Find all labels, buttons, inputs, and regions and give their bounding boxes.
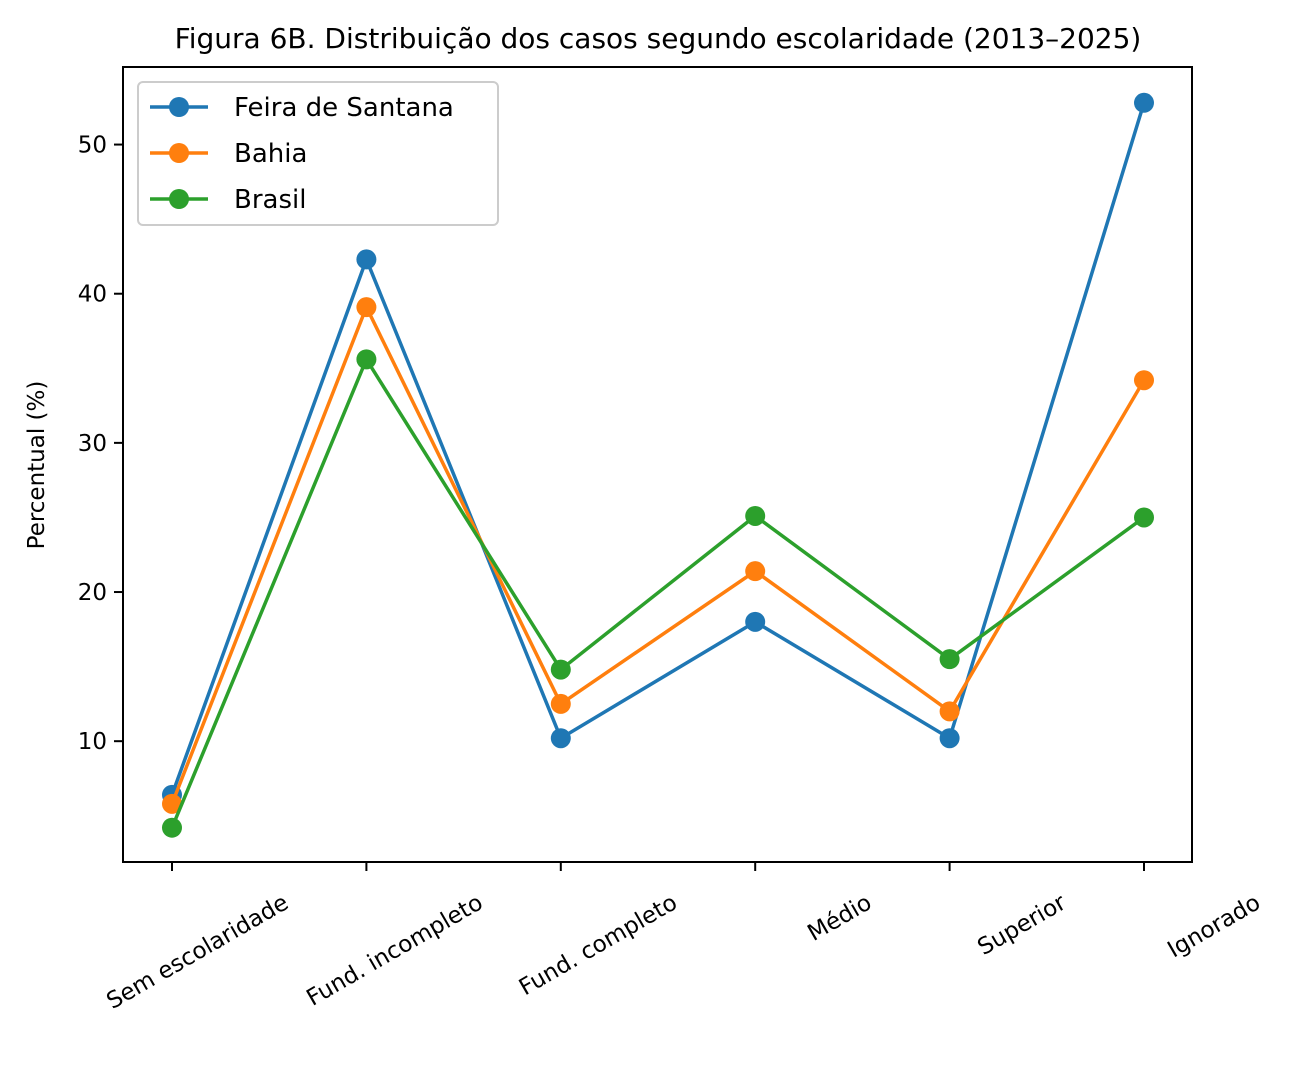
y-tick-label: 30 (78, 431, 107, 457)
data-point (939, 701, 960, 722)
x-tick-label: Sem escolaridade (102, 890, 293, 1015)
data-point (939, 728, 960, 749)
legend-marker (169, 143, 189, 163)
x-tick-label: Ignorado (1163, 890, 1265, 964)
legend-marker (169, 189, 189, 209)
y-tick-label: 40 (78, 282, 107, 308)
legend-label: Bahia (234, 139, 307, 169)
data-point (162, 817, 182, 838)
y-tick-label: 10 (78, 729, 107, 755)
data-point (745, 505, 766, 526)
data-point (550, 659, 571, 680)
data-point (745, 611, 766, 632)
legend-label: Brasil (234, 185, 306, 215)
legend-marker (169, 97, 189, 117)
data-point (356, 249, 377, 270)
legend-label: Feira de Santana (234, 93, 454, 123)
x-tick-label: Superior (973, 889, 1071, 960)
x-tick-label: Fund. completo (515, 890, 682, 1001)
legend: Feira de Santana Bahia Brasil (137, 81, 499, 226)
data-point (939, 649, 960, 670)
y-tick-label: 50 (78, 133, 107, 159)
x-tick-label: Médio (803, 890, 876, 947)
data-point (162, 793, 182, 814)
plot-frame (122, 66, 1193, 863)
y-tick-label: 20 (78, 580, 107, 606)
data-point (1134, 507, 1154, 528)
data-point (1134, 370, 1154, 391)
legend-box (137, 81, 499, 226)
chart-title: Figura 6B. Distribuição dos casos segund… (175, 22, 1142, 55)
series-line (170, 102, 1146, 796)
y-axis-label: Percentual (%) (24, 381, 50, 550)
series-line (170, 355, 1146, 829)
data-point (356, 349, 377, 370)
data-point (1134, 92, 1154, 113)
data-point (550, 728, 571, 749)
series-line (170, 302, 1146, 805)
x-tick-label: Fund. incompleto (302, 890, 487, 1012)
data-point (745, 561, 766, 582)
data-point (550, 693, 571, 714)
data-point (356, 297, 377, 318)
